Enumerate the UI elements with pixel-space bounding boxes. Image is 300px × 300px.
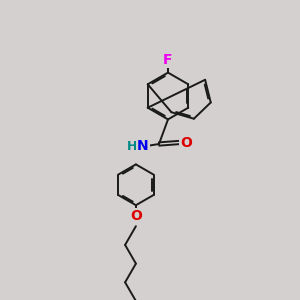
- Text: H: H: [127, 140, 137, 153]
- Text: N: N: [137, 140, 148, 153]
- Text: F: F: [163, 53, 173, 67]
- Text: O: O: [180, 136, 192, 149]
- Text: O: O: [130, 209, 142, 223]
